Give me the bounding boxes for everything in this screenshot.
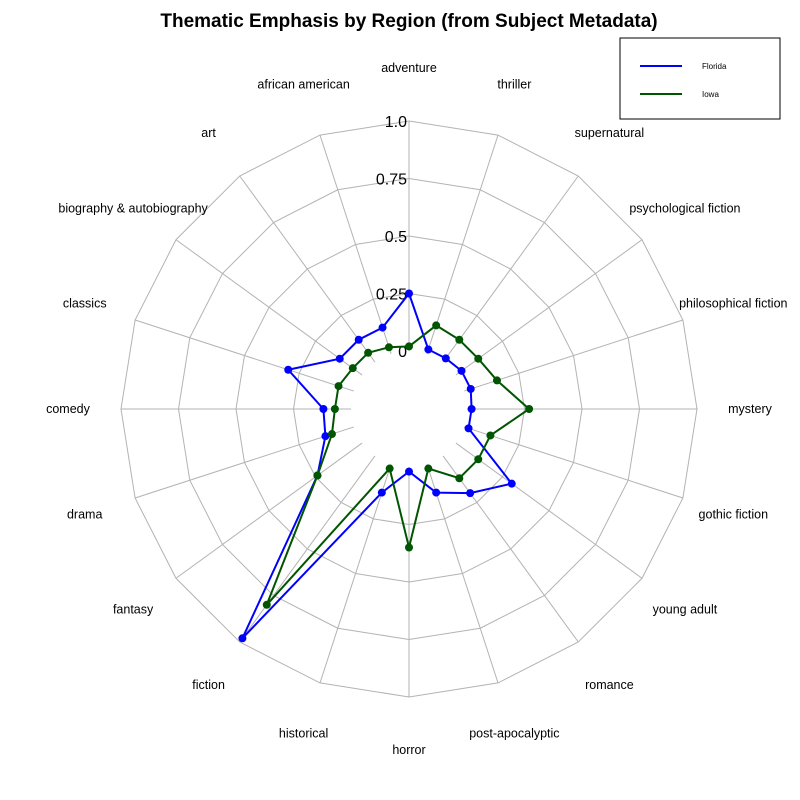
data-point xyxy=(321,432,330,441)
grid-spoke xyxy=(175,442,363,579)
radial-tick-labels: 0 0.25 0.5 0.75 1.0 xyxy=(376,114,407,361)
data-point xyxy=(474,354,483,363)
data-point xyxy=(507,479,516,488)
data-point xyxy=(455,474,464,483)
category-label: comedy xyxy=(46,402,91,416)
data-point xyxy=(348,364,357,373)
legend-label: Iowa xyxy=(702,90,719,99)
data-point xyxy=(525,405,534,413)
grid-spoke xyxy=(175,239,363,376)
category-labels: adventure thriller supernatural psychologic… xyxy=(46,61,787,757)
data-point xyxy=(335,354,344,363)
data-point xyxy=(405,289,413,298)
data-point xyxy=(432,488,441,497)
data-point xyxy=(262,600,271,609)
data-point xyxy=(455,335,464,344)
data-point xyxy=(466,489,475,498)
data-series xyxy=(238,289,534,643)
category-label: romance xyxy=(585,678,634,692)
tick-label: 0.5 xyxy=(385,229,407,246)
category-label: classics xyxy=(63,297,107,311)
legend-box xyxy=(619,37,781,120)
data-point xyxy=(424,345,433,354)
grid-spoke xyxy=(455,239,643,376)
grid-spoke xyxy=(319,464,392,684)
category-label: african american xyxy=(257,78,349,92)
category-label: gothic fiction xyxy=(699,507,769,521)
legend-label: Florida xyxy=(702,62,727,71)
data-point xyxy=(405,467,413,476)
data-point xyxy=(378,323,387,332)
tick-label: 1.0 xyxy=(385,114,407,131)
data-point xyxy=(354,335,363,344)
category-label: horror xyxy=(392,743,425,757)
data-point xyxy=(334,382,343,391)
category-label: supernatural xyxy=(575,126,645,140)
grid-spoke xyxy=(455,442,643,579)
data-point xyxy=(457,366,466,375)
category-label: biography & autobiography xyxy=(58,202,208,216)
tick-label: 0 xyxy=(398,344,407,361)
radar-grid xyxy=(120,120,698,698)
legend: Florida Iowa xyxy=(619,37,781,120)
category-label: psychological fiction xyxy=(629,202,740,216)
grid-spoke xyxy=(442,455,579,643)
data-point xyxy=(327,430,336,439)
tick-label: 0.25 xyxy=(376,287,407,304)
grid-spoke xyxy=(239,455,376,643)
data-point xyxy=(432,321,441,330)
category-label: adventure xyxy=(381,61,437,75)
category-label: young adult xyxy=(653,602,718,616)
series-iowa xyxy=(262,321,534,609)
data-point xyxy=(364,348,373,357)
data-point xyxy=(284,365,293,374)
grid-spoke xyxy=(134,319,354,392)
category-label: thriller xyxy=(497,78,531,92)
grid-spoke xyxy=(239,175,376,363)
data-point xyxy=(486,431,495,440)
grid-spoke xyxy=(319,134,392,354)
legend-items: Florida Iowa xyxy=(640,62,727,99)
data-point xyxy=(405,543,413,552)
category-label: fantasy xyxy=(113,602,154,616)
grid-spoke xyxy=(134,426,354,499)
data-point xyxy=(441,354,450,363)
data-point xyxy=(466,384,475,393)
data-point xyxy=(384,343,393,352)
data-point xyxy=(424,464,433,473)
data-point xyxy=(377,488,386,497)
category-label: philosophical fiction xyxy=(679,297,787,311)
data-point xyxy=(464,424,473,433)
category-label: mystery xyxy=(728,402,773,416)
grid-spoke xyxy=(464,426,684,499)
grid-spoke xyxy=(426,464,499,684)
grid-spoke xyxy=(442,175,579,363)
category-label: fiction xyxy=(192,678,225,692)
tick-label: 0.75 xyxy=(376,172,407,189)
category-label: post-apocalyptic xyxy=(469,726,559,740)
data-point xyxy=(330,405,339,413)
series-line xyxy=(265,324,531,606)
data-point xyxy=(313,471,322,480)
data-point xyxy=(319,405,328,413)
grid-spoke xyxy=(426,134,499,354)
data-point xyxy=(467,405,476,413)
category-label: art xyxy=(201,126,216,140)
category-label: drama xyxy=(67,507,102,521)
data-point xyxy=(492,376,501,385)
data-point xyxy=(474,455,483,464)
category-label: historical xyxy=(279,726,328,740)
data-point xyxy=(238,634,247,643)
data-point xyxy=(385,464,394,473)
data-point xyxy=(405,342,413,351)
chart-title: Thematic Emphasis by Region (from Subjec… xyxy=(160,11,657,32)
